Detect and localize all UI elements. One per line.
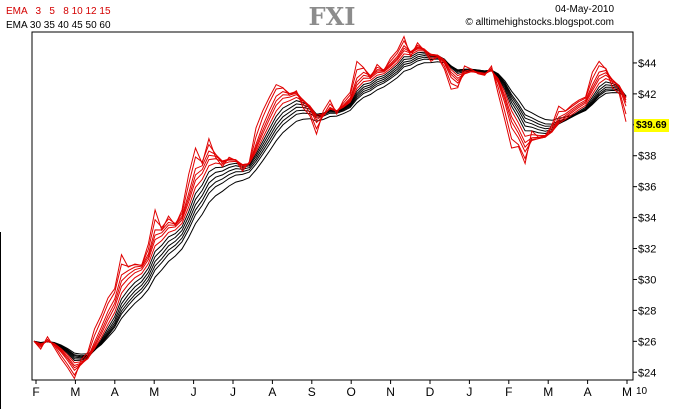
x-tick-label: O: [347, 385, 356, 399]
slow-ema-45: [33, 56, 627, 358]
x-tick-label: S: [308, 385, 316, 399]
slow-ema-35: [33, 53, 627, 360]
last-price-badge: $39.69: [634, 119, 669, 132]
y-tick-label: $44: [638, 58, 656, 70]
legend-fast-ema: EMA 3 5 8 10 12 15: [6, 6, 111, 17]
y-tick-label: $26: [638, 336, 656, 348]
chart-source: © alltimehighstocks.blogspot.com: [465, 17, 614, 28]
y-tick-label: $24: [638, 367, 656, 379]
y-tick-label: $38: [638, 151, 656, 163]
x-tick-label: A: [268, 385, 276, 399]
y-axis: $24 $26 $28 $30 $32 $34 $36 $38 $42 $44: [633, 58, 656, 379]
x-tick-label: A: [584, 385, 592, 399]
x-tick-label: D: [426, 385, 435, 399]
x-tick-label: M: [70, 385, 80, 399]
x-tick-label: M: [149, 385, 159, 399]
fast-ema-5: [33, 39, 627, 376]
legend-slow-ema: EMA 30 35 40 45 50 60: [6, 20, 111, 31]
x-tick-label: M: [543, 385, 553, 399]
y-tick-label: $42: [638, 89, 656, 101]
x-tick-label: F: [32, 385, 39, 399]
x-tick-label: A: [111, 385, 119, 399]
x-tick-label: J: [191, 385, 197, 399]
chart-title: FXI: [308, 2, 356, 31]
x-tick-label: F: [505, 385, 512, 399]
chart-date: 04-May-2010: [555, 4, 614, 15]
fast-ema-15: [33, 50, 627, 364]
x-tick-label: N: [386, 385, 395, 399]
plot-frame: [31, 31, 634, 381]
y-tick-label: $36: [638, 182, 656, 194]
x-tick-label: J: [230, 385, 236, 399]
y-tick-label: $32: [638, 244, 656, 256]
slow-ema-group: [33, 51, 627, 362]
slow-ema-60: [33, 61, 627, 355]
y-tick-label: $28: [638, 305, 656, 317]
x-year-label: 10: [636, 386, 648, 397]
fast-ema-group: [33, 35, 627, 380]
slow-ema-40: [33, 54, 627, 359]
x-tick-label: M: [622, 385, 632, 399]
x-tick-label: J: [466, 385, 472, 399]
slow-ema-50: [33, 58, 627, 357]
y-tick-label: $34: [638, 213, 656, 225]
fast-ema-8: [33, 44, 627, 372]
y-tick-label: $30: [638, 274, 656, 286]
x-axis: F M A M J J A S O N D J F M A M 10: [32, 380, 648, 399]
